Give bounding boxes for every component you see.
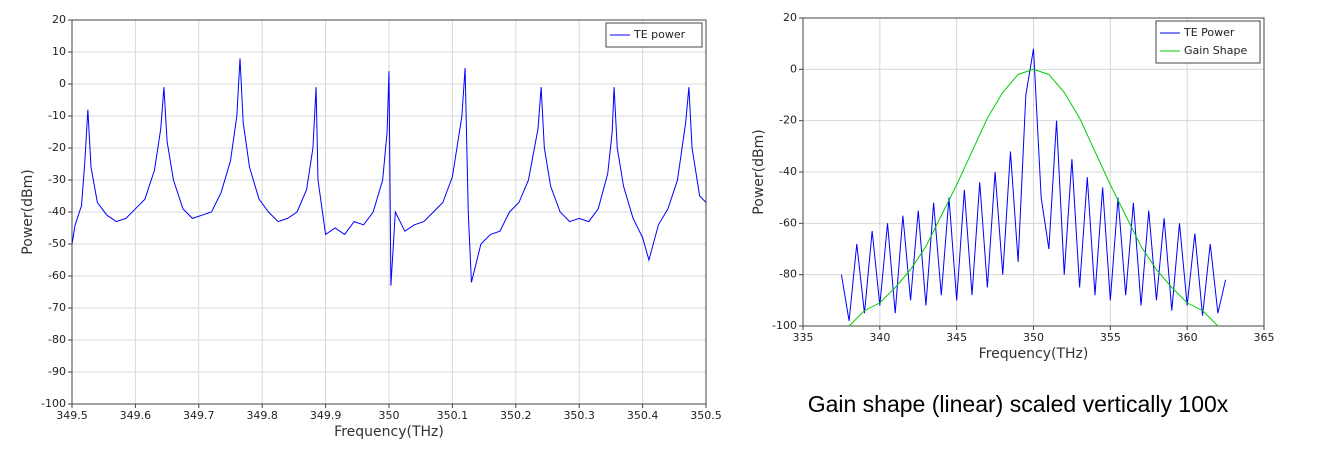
legend-label: TE power xyxy=(633,28,686,41)
y-tick-label: -80 xyxy=(48,333,66,346)
y-tick-label: -20 xyxy=(48,141,66,154)
x-tick-label: 360 xyxy=(1177,331,1198,344)
x-axis-label: Frequency(THz) xyxy=(979,346,1089,362)
x-tick-label: 349.5 xyxy=(56,409,88,422)
y-tick-label: 0 xyxy=(59,77,66,90)
legend-label: TE Power xyxy=(1183,26,1235,39)
x-tick-label: 350 xyxy=(379,409,400,422)
x-tick-label: 365 xyxy=(1254,331,1275,344)
y-tick-label: 10 xyxy=(52,45,66,58)
y-axis-label: Power(dBm) xyxy=(751,129,767,214)
y-tick-label: -60 xyxy=(779,216,797,229)
series-line xyxy=(72,58,706,286)
y-tick-label: -80 xyxy=(779,268,797,281)
plot-frame xyxy=(802,17,1265,327)
x-tick-label: 350.3 xyxy=(563,409,595,422)
series-line xyxy=(840,48,1227,321)
legend-box xyxy=(1155,20,1261,64)
series-line xyxy=(848,68,1219,326)
y-tick-label: -10 xyxy=(48,109,66,122)
x-tick-label: 350.2 xyxy=(500,409,532,422)
y-tick-label: 0 xyxy=(790,62,797,75)
y-tick-label: -40 xyxy=(779,165,797,178)
plot-frame xyxy=(71,19,707,405)
y-tick-label: -70 xyxy=(48,301,66,314)
y-tick-label: -50 xyxy=(48,237,66,250)
y-tick-label: 20 xyxy=(783,11,797,24)
x-tick-label: 350.1 xyxy=(437,409,469,422)
y-tick-label: -100 xyxy=(772,319,797,332)
caption: Gain shape (linear) scaled vertically 10… xyxy=(808,391,1229,417)
y-axis-label: Power(dBm) xyxy=(20,169,36,254)
x-tick-label: 345 xyxy=(946,331,967,344)
x-tick-label: 350 xyxy=(1023,331,1044,344)
y-tick-label: -60 xyxy=(48,269,66,282)
x-tick-label: 335 xyxy=(793,331,814,344)
y-tick-label: -30 xyxy=(48,173,66,186)
x-tick-label: 349.8 xyxy=(246,409,278,422)
y-tick-label: -40 xyxy=(48,205,66,218)
x-axis-label: Frequency(THz) xyxy=(334,424,444,440)
x-tick-label: 355 xyxy=(1100,331,1121,344)
x-tick-label: 349.6 xyxy=(120,409,152,422)
x-tick-label: 349.7 xyxy=(183,409,215,422)
x-tick-label: 350.5 xyxy=(690,409,722,422)
y-tick-label: -20 xyxy=(779,114,797,127)
legend-label: Gain Shape xyxy=(1184,44,1247,57)
x-tick-label: 349.9 xyxy=(310,409,342,422)
y-tick-label: 20 xyxy=(52,13,66,26)
y-tick-label: -90 xyxy=(48,365,66,378)
x-tick-label: 340 xyxy=(869,331,890,344)
y-tick-label: -100 xyxy=(41,397,66,410)
x-tick-label: 350.4 xyxy=(627,409,659,422)
